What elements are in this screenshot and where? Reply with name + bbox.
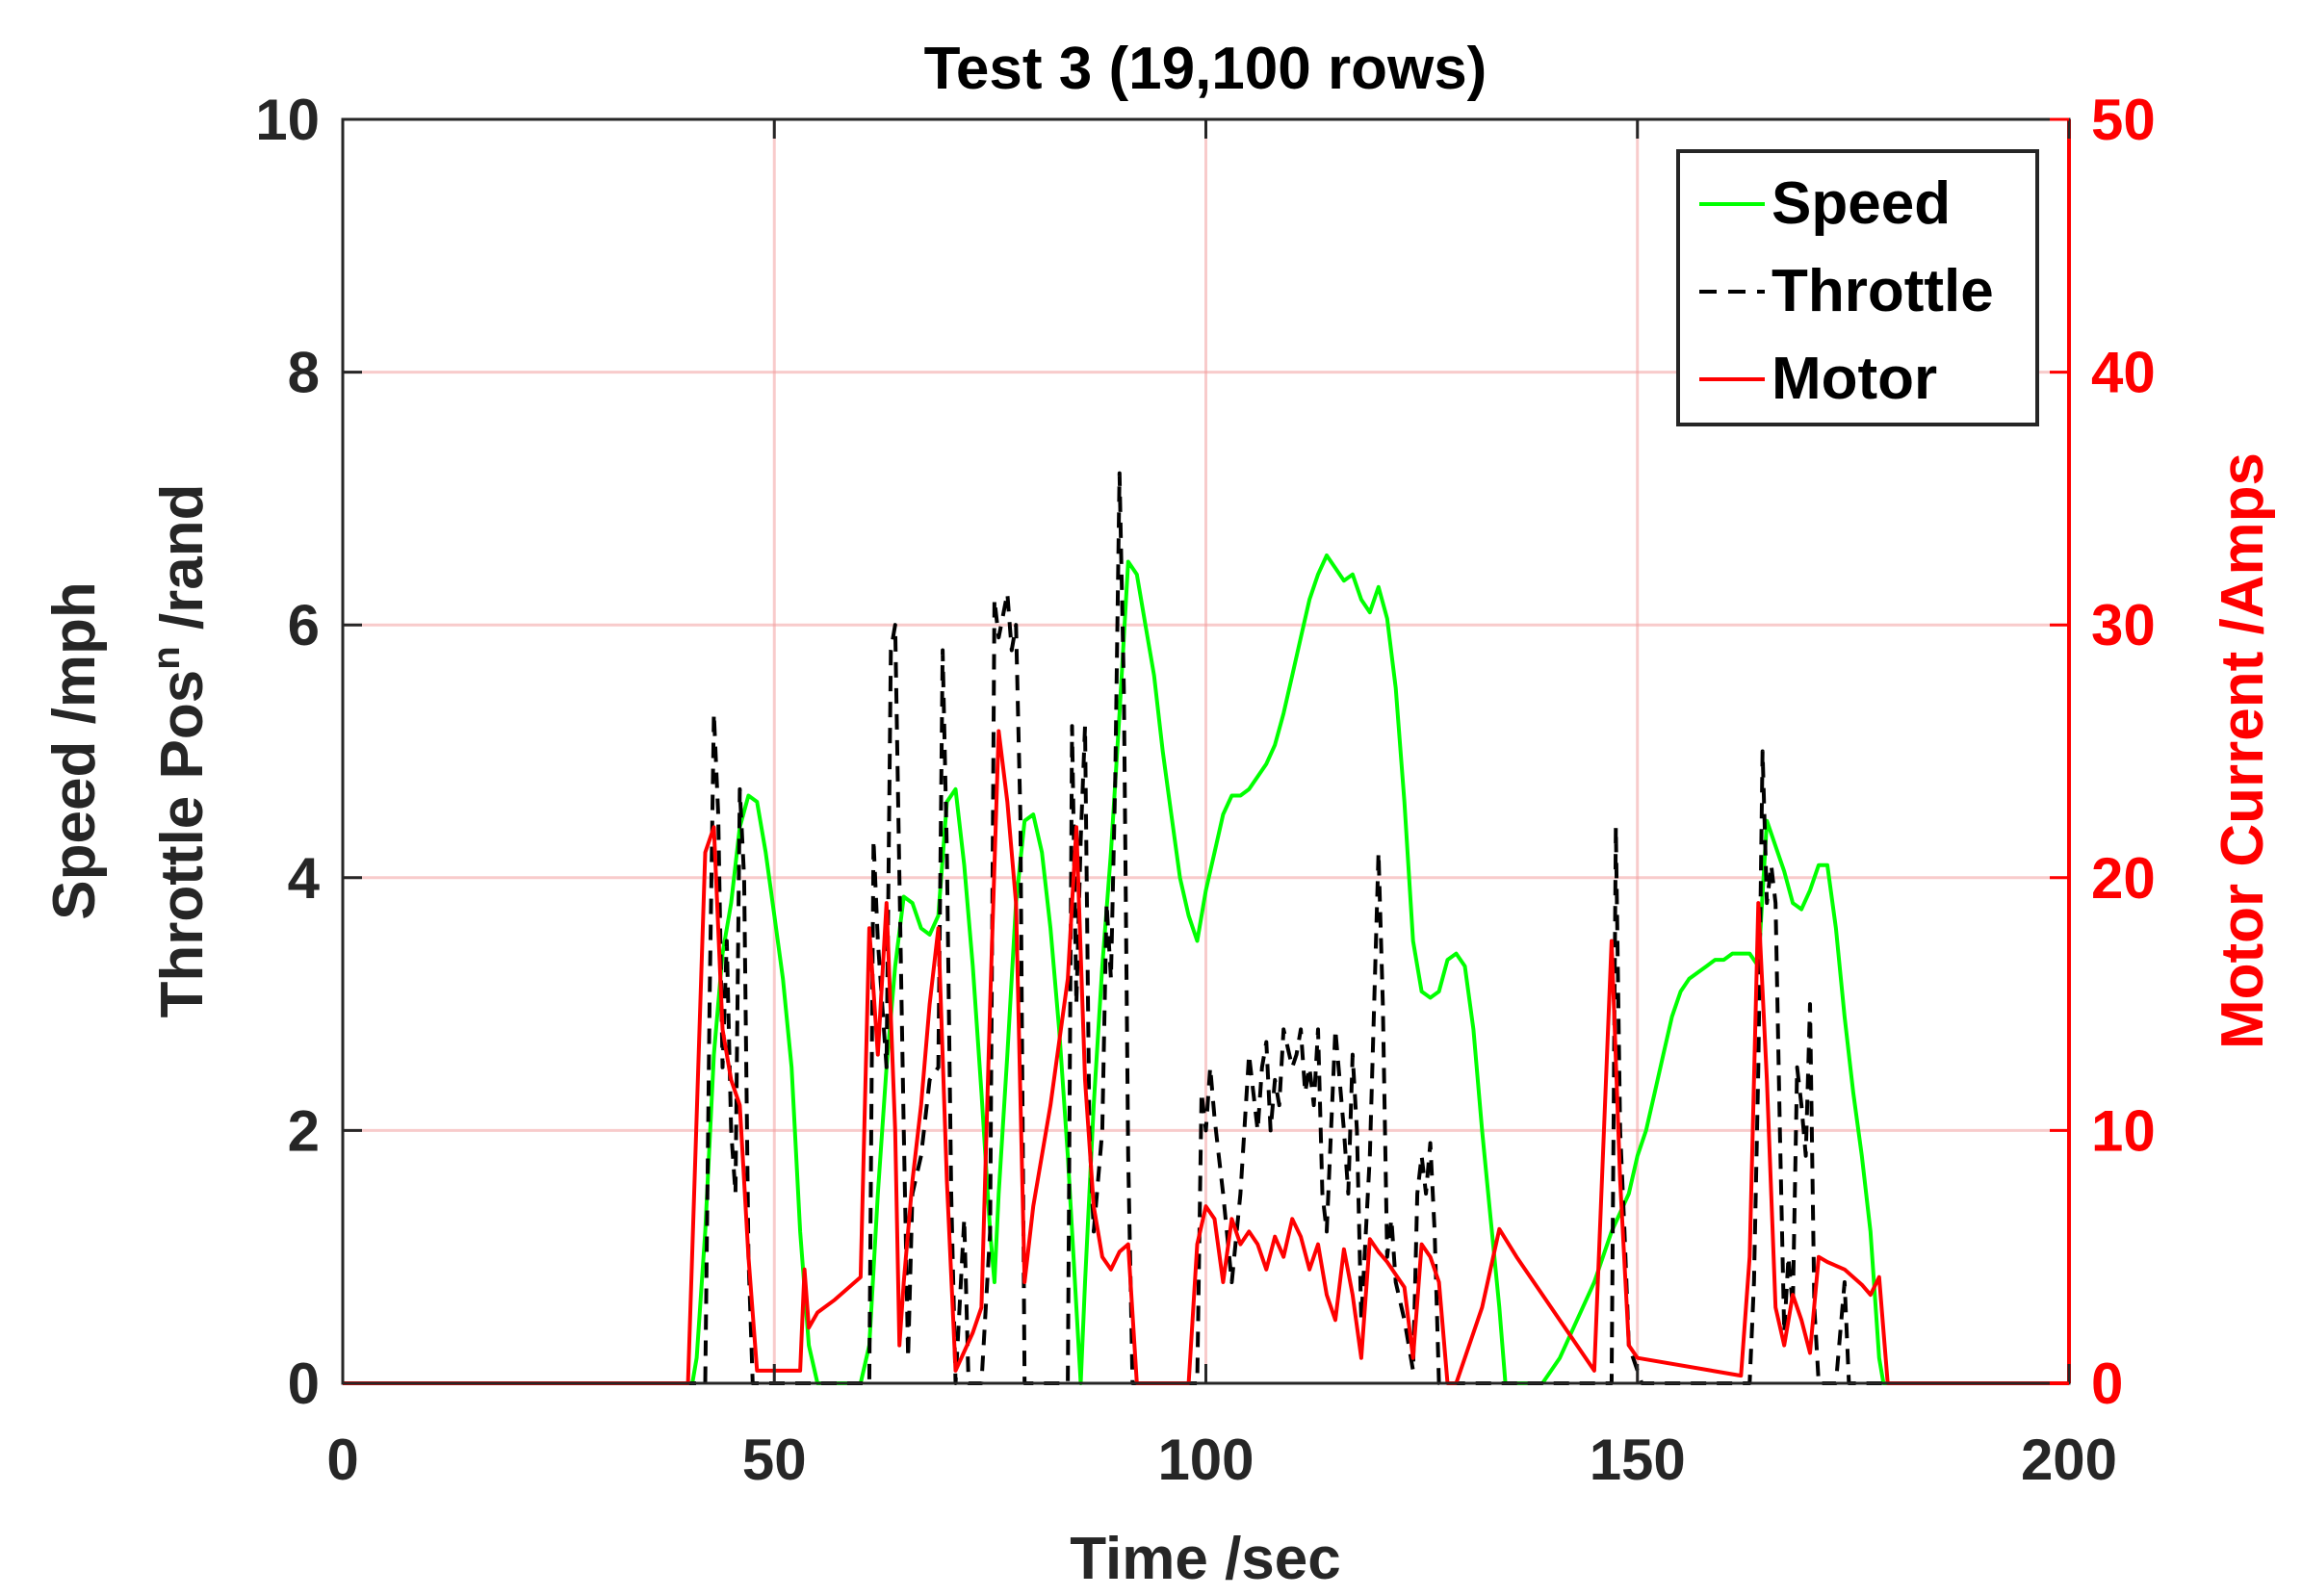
right-y-tick-label: 20 (2091, 846, 2156, 911)
legend: Speed Throttle Motor (1676, 149, 2039, 426)
left-y-axis-label-line2: Throttle Posn /rand (145, 484, 216, 1018)
left-y-axis-label-tail: /rand (149, 484, 216, 647)
right-y-tick-label: 10 (2091, 1098, 2156, 1163)
left-y-tick-label: 6 (288, 593, 320, 657)
x-tick-label: 0 (326, 1428, 358, 1492)
x-tick-label: 200 (2021, 1428, 2117, 1492)
legend-label-speed: Speed (1772, 170, 1951, 237)
right-y-tick-label: 40 (2091, 341, 2156, 405)
left-y-tick-label: 10 (255, 88, 320, 152)
left-y-tick-label: 0 (288, 1351, 320, 1416)
legend-label-motor: Motor (1772, 346, 1937, 412)
legend-box (1676, 149, 2039, 426)
left-y-tick-label: 4 (288, 846, 321, 911)
chart-title: Test 3 (19,100 rows) (924, 36, 1487, 102)
left-y-axis-label-superscript: n (145, 646, 188, 669)
right-y-tick-label: 30 (2091, 593, 2156, 657)
left-y-tick-label: 8 (288, 341, 320, 405)
left-y-axis-label-line1: Speed /mph (41, 581, 108, 919)
x-tick-label: 100 (1157, 1428, 1254, 1492)
x-tick-labels: 0 50 100 150 200 (326, 1428, 2117, 1492)
right-y-axis-label: Motor Current /Amps (2210, 452, 2276, 1049)
series-group (343, 471, 2069, 1385)
right-y-tick-label: 0 (2091, 1351, 2123, 1416)
left-y-tick-label: 2 (288, 1098, 320, 1163)
left-y-axis-label-main: Throttle Pos (149, 670, 216, 1018)
left-y-tick-labels: 0 2 4 6 8 10 (255, 88, 320, 1416)
right-y-tick-label: 50 (2091, 88, 2156, 152)
series-line-motor (343, 729, 2069, 1385)
x-tick-label: 50 (742, 1428, 807, 1492)
series-line-speed (343, 553, 2069, 1385)
x-axis-label: Time /sec (1070, 1526, 1340, 1592)
series-line-throttle (343, 471, 2069, 1385)
tick-marks (341, 117, 2071, 1385)
x-tick-label: 150 (1590, 1428, 1686, 1492)
right-y-tick-labels: 0 10 20 30 40 50 (2091, 88, 2156, 1416)
legend-label-throttle: Throttle (1772, 258, 1994, 324)
